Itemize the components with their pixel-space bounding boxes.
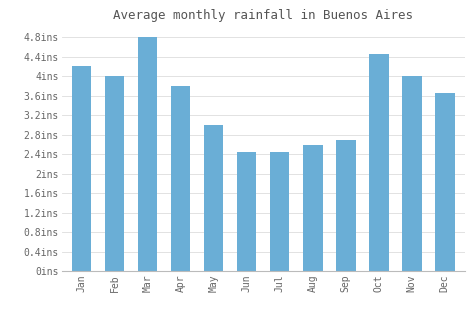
- Bar: [171, 86, 191, 271]
- Bar: [270, 152, 290, 271]
- Bar: [369, 54, 389, 271]
- Bar: [402, 76, 421, 271]
- Bar: [204, 125, 223, 271]
- Bar: [303, 145, 322, 271]
- Bar: [336, 140, 356, 271]
- Bar: [137, 37, 157, 271]
- Bar: [435, 93, 455, 271]
- Bar: [72, 67, 91, 271]
- Title: Average monthly rainfall in Buenos Aires: Average monthly rainfall in Buenos Aires: [113, 9, 413, 22]
- Bar: [105, 76, 124, 271]
- Bar: [237, 152, 256, 271]
